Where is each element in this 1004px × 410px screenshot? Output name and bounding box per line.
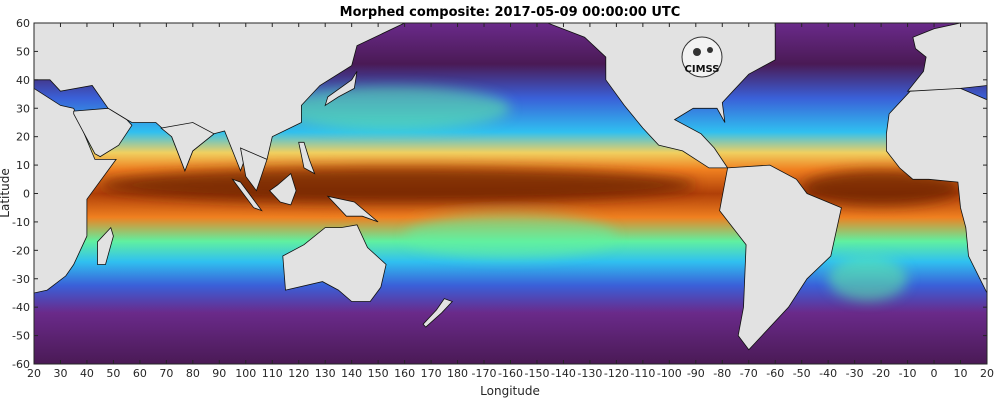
x-tick-label: 180 xyxy=(447,367,468,380)
x-tick-label: -30 xyxy=(846,367,864,380)
x-tick-label: 170 xyxy=(421,367,442,380)
x-tick-label: 100 xyxy=(235,367,256,380)
x-tick-label: 0 xyxy=(931,367,938,380)
y-tick-label: 40 xyxy=(16,74,30,87)
landmass-india xyxy=(160,122,215,172)
x-tick-label: 90 xyxy=(212,367,226,380)
landmass-greenland-edge xyxy=(814,23,855,24)
y-tick-label: 30 xyxy=(16,102,30,115)
y-axis-label: Latitude xyxy=(0,168,12,217)
x-tick-label: -140 xyxy=(551,367,576,380)
x-tick-label: -170 xyxy=(472,367,497,380)
landmass-madagascar xyxy=(97,226,114,265)
moisture-band xyxy=(100,166,696,203)
x-tick-label: -100 xyxy=(657,367,682,380)
landmass-japan xyxy=(324,71,358,107)
landmass-indochina xyxy=(239,147,268,192)
x-tick-label: 20 xyxy=(27,367,41,380)
x-tick-label: -70 xyxy=(740,367,758,380)
x-axis-ticks: 20 30 40 50 60 70 80 90 100 110 120 130 140 150 160 170… xyxy=(27,23,994,380)
y-tick-label: -10 xyxy=(12,216,30,229)
landmass-sumatra xyxy=(231,178,263,212)
x-tick-label: -50 xyxy=(793,367,811,380)
x-tick-label: 10 xyxy=(954,367,968,380)
landmass-south-america xyxy=(719,164,842,351)
x-tick-label: -130 xyxy=(577,367,602,380)
x-tick-label: -90 xyxy=(687,367,705,380)
landmass-africa-west xyxy=(886,87,987,294)
cimss-logo: CIMSS xyxy=(681,36,723,78)
x-tick-label: 150 xyxy=(368,367,389,380)
x-tick-label: 160 xyxy=(394,367,415,380)
x-tick-label: 130 xyxy=(315,367,336,380)
landmass-philippines xyxy=(298,141,316,175)
y-tick-label: 20 xyxy=(16,131,30,144)
landmass-borneo xyxy=(268,172,297,206)
x-tick-label: -120 xyxy=(604,367,629,380)
x-tick-label: -20 xyxy=(872,367,890,380)
landmass-arabia xyxy=(73,107,133,158)
y-tick-label: 50 xyxy=(16,45,30,58)
y-tick-label: 0 xyxy=(23,188,30,201)
landmass-new-guinea xyxy=(326,195,379,223)
y-tick-label: 60 xyxy=(16,17,30,30)
x-tick-label: 120 xyxy=(288,367,309,380)
x-tick-label: 40 xyxy=(80,367,94,380)
x-tick-label: -80 xyxy=(713,367,731,380)
y-tick-label: -40 xyxy=(12,301,30,314)
x-tick-label: 110 xyxy=(262,367,283,380)
x-tick-label: -10 xyxy=(899,367,917,380)
y-tick-label: -30 xyxy=(12,273,30,286)
y-tick-label: -60 xyxy=(12,358,30,371)
x-tick-label: 140 xyxy=(341,367,362,380)
moisture-band xyxy=(828,256,908,301)
x-tick-label: -150 xyxy=(524,367,549,380)
x-tick-label: -40 xyxy=(819,367,837,380)
plot-area xyxy=(34,23,987,364)
x-tick-label: 30 xyxy=(53,367,67,380)
x-tick-label: 70 xyxy=(159,367,173,380)
x-tick-label: -160 xyxy=(498,367,523,380)
landmass-new-zealand xyxy=(422,298,454,328)
x-tick-label: 60 xyxy=(133,367,147,380)
x-axis-label: Longitude xyxy=(480,384,540,398)
y-tick-label: 10 xyxy=(16,159,30,172)
moisture-band xyxy=(404,214,617,259)
y-tick-label: -20 xyxy=(12,244,30,257)
chart-title: Morphed composite: 2017-05-09 00:00:00 U… xyxy=(340,5,681,20)
y-axis-ticks: 60 50 40 30 20 10 0 -10 -20 -30 -40 -50 -60 xyxy=(12,17,987,371)
landmass-africa xyxy=(34,87,117,294)
x-tick-label: 20 xyxy=(980,367,994,380)
x-tick-label: 80 xyxy=(186,367,200,380)
logo-text: CIMSS xyxy=(685,64,720,75)
x-tick-label: -110 xyxy=(630,367,655,380)
landmass-australia xyxy=(282,224,387,302)
x-tick-label: -60 xyxy=(766,367,784,380)
x-tick-label: 50 xyxy=(106,367,120,380)
y-tick-label: -50 xyxy=(12,330,30,343)
landmass-eurasia xyxy=(34,23,458,172)
